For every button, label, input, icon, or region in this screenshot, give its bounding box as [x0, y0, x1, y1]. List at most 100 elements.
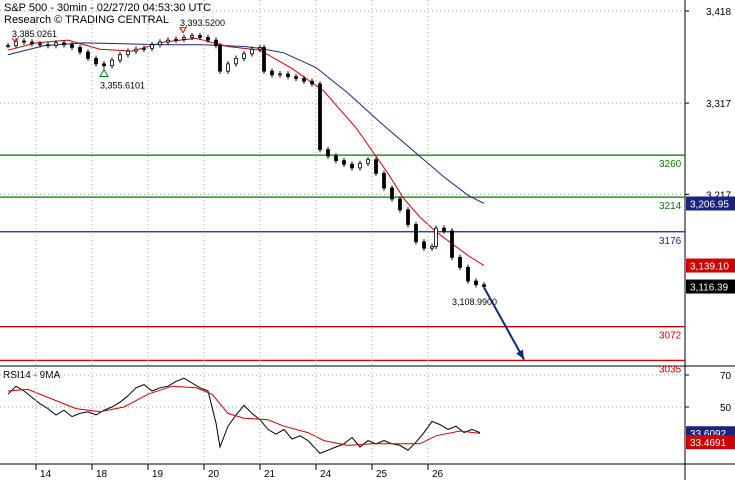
y-tick-label: 3,217 — [706, 190, 731, 201]
price-bar — [406, 209, 410, 225]
x-tick-label: 25 — [376, 469, 388, 480]
price-bar — [218, 45, 222, 72]
price-bar — [474, 280, 478, 286]
price-bar — [334, 155, 338, 162]
price-bar — [262, 47, 266, 72]
price-bar — [434, 227, 438, 247]
price-bar — [78, 47, 82, 53]
price-bar — [482, 284, 486, 287]
price-bar — [294, 76, 298, 79]
price-bar — [174, 38, 178, 41]
x-tick-label: 26 — [432, 469, 444, 480]
price-bar — [166, 39, 170, 43]
price-tag-label: 33.6092 — [690, 429, 727, 440]
rsi-y-tick-label: 50 — [720, 403, 732, 414]
price-bar — [70, 44, 74, 48]
price-bar — [374, 159, 378, 174]
price-bar — [250, 48, 254, 55]
level-label: 3072 — [659, 331, 682, 342]
annotation-label: 3,108.9900 — [452, 297, 497, 307]
high-marker-icon — [179, 27, 187, 34]
price-bar — [110, 59, 114, 67]
level-label: 3260 — [659, 159, 682, 170]
price-bar — [234, 58, 238, 65]
ma-slow-series — [7, 42, 485, 204]
projection-arrow — [483, 286, 525, 361]
projection-arrow-head-icon — [516, 349, 524, 360]
price-bar — [390, 187, 394, 200]
price-bar — [318, 83, 322, 151]
price-bar — [94, 58, 98, 65]
price-tag-label: 3,116.39 — [690, 283, 729, 294]
price-bar — [6, 45, 10, 48]
price-bar — [398, 198, 402, 211]
price-tag-label: 3,206.95 — [690, 199, 729, 210]
level-label: 3214 — [659, 201, 682, 212]
price-bar — [226, 63, 230, 72]
rsi-y-tick-label: 70 — [720, 371, 732, 382]
price-bar — [86, 51, 90, 59]
price-bar — [62, 42, 66, 46]
x-tick-label: 20 — [208, 469, 220, 480]
price-bar — [466, 266, 470, 282]
x-tick-label: 18 — [96, 469, 108, 480]
price-bar — [414, 224, 418, 243]
rsi-series — [7, 377, 481, 454]
price-tag — [686, 279, 735, 294]
price-bar — [366, 159, 370, 164]
annotation-label: 3,393.5200 — [180, 18, 225, 28]
annotation-label: 3,385.0261 — [12, 29, 57, 39]
price-bar — [270, 70, 274, 76]
y-tick-label: 3,317 — [706, 99, 731, 110]
price-bar — [430, 245, 434, 249]
price-bar — [286, 73, 290, 78]
y-tick-label: 3,418 — [706, 7, 731, 18]
price-bar — [142, 47, 146, 50]
chart-title: S&P 500 - 30min - 02/27/20 04:53:30 UTC — [4, 2, 211, 14]
price-bar — [22, 40, 26, 43]
rsi-title: RSI14 - 9MA — [3, 370, 61, 381]
price-bar — [382, 172, 386, 189]
chart-subtitle: Research © TRADING CENTRAL — [4, 14, 169, 26]
price-bar — [54, 42, 58, 47]
price-bar — [214, 39, 218, 47]
x-tick-label: 19 — [152, 469, 164, 480]
price-bar — [198, 35, 202, 38]
price-bar — [242, 53, 246, 59]
price-bar — [350, 163, 354, 169]
price-bar — [342, 160, 346, 165]
price-bar — [326, 149, 330, 157]
x-tick-label: 24 — [320, 469, 332, 480]
price-bar — [422, 241, 426, 249]
rsi-ma-series — [7, 385, 481, 446]
price-bar — [46, 44, 50, 47]
high-marker-icon — [11, 37, 19, 43]
price-tag-label: 3,139.10 — [690, 262, 729, 273]
price-tag — [686, 435, 735, 450]
price-tag-label: 33.4691 — [690, 438, 727, 449]
price-bar — [30, 41, 34, 45]
price-bar — [458, 256, 462, 268]
price-bar — [38, 43, 42, 46]
price-bar — [310, 80, 314, 85]
price-bar — [134, 48, 138, 52]
price-bar — [302, 78, 306, 82]
price-bar — [442, 227, 446, 232]
price-bar — [182, 37, 186, 40]
price-tag — [686, 196, 735, 211]
price-bar — [278, 73, 282, 76]
price-bar — [190, 35, 194, 38]
price-bar — [450, 230, 454, 258]
price-bar — [358, 162, 362, 169]
price-tag — [686, 258, 735, 273]
price-bar — [126, 50, 130, 56]
price-bar — [158, 41, 162, 46]
price-bar — [206, 37, 210, 41]
x-tick-label: 21 — [264, 469, 276, 480]
price-bar — [102, 63, 106, 67]
level-label: 3035 — [659, 364, 682, 375]
